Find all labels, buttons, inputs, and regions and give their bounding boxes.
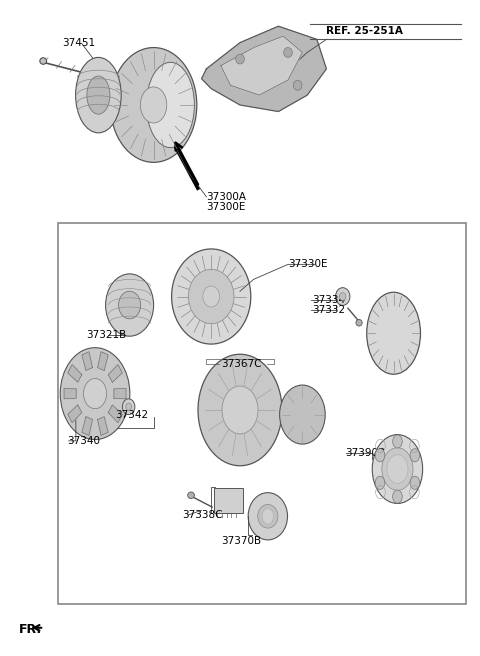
Polygon shape (97, 417, 108, 436)
Ellipse shape (126, 403, 132, 411)
Circle shape (393, 435, 402, 448)
Text: 37338C: 37338C (182, 510, 223, 520)
Ellipse shape (84, 379, 107, 409)
Ellipse shape (248, 493, 288, 540)
Text: 37451: 37451 (62, 37, 96, 48)
Text: REF. 25-251A: REF. 25-251A (326, 26, 403, 37)
Circle shape (262, 508, 274, 524)
Circle shape (410, 449, 420, 462)
Ellipse shape (356, 319, 362, 326)
Circle shape (393, 490, 402, 503)
Text: 37321B: 37321B (86, 329, 127, 340)
Ellipse shape (87, 76, 110, 114)
Ellipse shape (140, 87, 167, 123)
Polygon shape (108, 405, 122, 422)
Polygon shape (82, 417, 93, 436)
Ellipse shape (284, 47, 292, 57)
Polygon shape (64, 388, 76, 399)
Ellipse shape (119, 291, 141, 319)
Circle shape (375, 449, 385, 462)
Ellipse shape (336, 287, 350, 305)
Ellipse shape (198, 354, 282, 466)
Ellipse shape (279, 385, 325, 444)
Circle shape (387, 455, 408, 483)
Polygon shape (68, 365, 82, 382)
Polygon shape (108, 365, 122, 382)
Polygon shape (82, 352, 93, 371)
Polygon shape (221, 36, 302, 95)
Ellipse shape (222, 386, 258, 434)
Circle shape (375, 476, 385, 489)
Ellipse shape (188, 269, 234, 323)
Ellipse shape (110, 48, 197, 162)
Ellipse shape (203, 286, 219, 307)
Text: 37340: 37340 (67, 436, 100, 446)
Ellipse shape (236, 54, 244, 64)
Text: 37367C: 37367C (221, 359, 261, 369)
Ellipse shape (188, 492, 194, 499)
Text: FR.: FR. (19, 623, 42, 636)
Polygon shape (68, 405, 82, 422)
Ellipse shape (40, 58, 47, 64)
Ellipse shape (258, 504, 278, 528)
Text: 37300A: 37300A (206, 192, 246, 202)
Ellipse shape (172, 249, 251, 344)
Polygon shape (97, 352, 108, 371)
Text: 37330E: 37330E (288, 258, 327, 269)
Ellipse shape (372, 435, 422, 504)
Text: 37334: 37334 (312, 295, 345, 305)
Polygon shape (202, 26, 326, 112)
Text: 37300E: 37300E (206, 202, 246, 213)
Text: 37332: 37332 (312, 305, 345, 316)
Ellipse shape (339, 293, 346, 300)
Ellipse shape (146, 62, 194, 148)
Polygon shape (114, 388, 126, 399)
Text: 37342: 37342 (115, 409, 148, 420)
Ellipse shape (75, 57, 121, 133)
Ellipse shape (293, 80, 302, 90)
Text: 37390B: 37390B (346, 447, 386, 458)
Ellipse shape (367, 293, 420, 374)
Circle shape (410, 476, 420, 489)
FancyBboxPatch shape (214, 488, 243, 513)
Ellipse shape (122, 399, 135, 415)
Ellipse shape (106, 274, 154, 336)
Ellipse shape (60, 348, 130, 440)
Text: 37370B: 37370B (221, 536, 261, 546)
Ellipse shape (382, 448, 413, 491)
